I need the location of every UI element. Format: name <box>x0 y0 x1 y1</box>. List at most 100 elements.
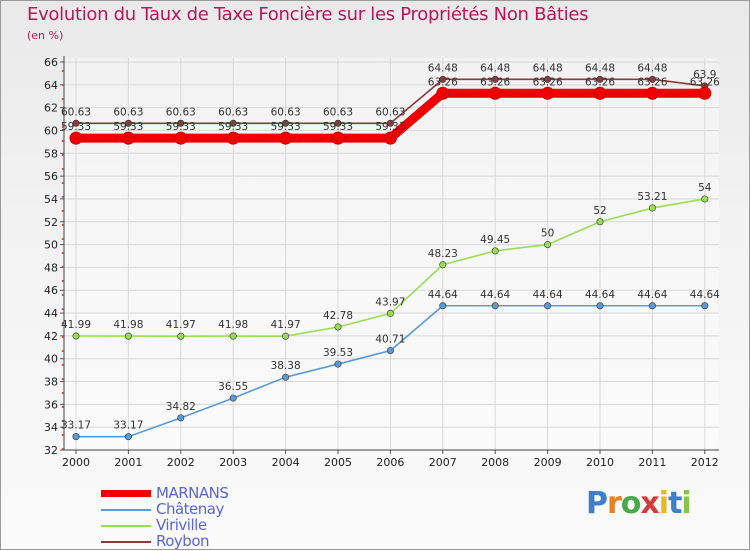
x-tick-label: 2007 <box>429 456 457 469</box>
data-label-marnans: 59.33 <box>113 121 143 133</box>
data-point-chatenay <box>544 302 552 310</box>
data-label-viriville: 43.97 <box>375 296 405 308</box>
data-label-chatenay: 44.64 <box>585 289 615 301</box>
legend-label-viriville: Viriville <box>156 516 207 534</box>
data-point-chatenay <box>491 302 499 310</box>
data-label-viriville: 54 <box>698 182 712 194</box>
x-tick-label: 2006 <box>376 456 404 469</box>
data-label-viriville: 48.23 <box>428 248 458 260</box>
data-label-marnans: 63.26 <box>428 76 458 88</box>
data-point-marnans <box>121 131 135 145</box>
data-point-viriville <box>596 218 604 226</box>
data-point-roybon <box>282 119 290 127</box>
data-label-marnans: 63.26 <box>585 76 615 88</box>
data-label-roybon: 64.48 <box>428 62 458 74</box>
data-label-chatenay: 44.64 <box>428 289 458 301</box>
y-tick-label: 66 <box>44 56 58 69</box>
data-label-marnans: 63.26 <box>480 76 510 88</box>
y-tick-label: 58 <box>44 147 58 160</box>
data-label-marnans: 59.33 <box>323 121 353 133</box>
data-point-viriville <box>386 309 394 317</box>
data-point-marnans <box>698 86 712 100</box>
logo-letter: o <box>620 486 642 521</box>
data-label-marnans: 59.33 <box>166 121 196 133</box>
logo-letter: i <box>658 486 669 521</box>
data-label-roybon: 64.48 <box>480 62 510 74</box>
chart-title: Evolution du Taux de Taxe Foncière sur l… <box>27 4 589 25</box>
data-point-viriville <box>334 323 342 331</box>
data-point-chatenay <box>648 302 656 310</box>
y-tick-label: 60 <box>44 124 58 137</box>
data-label-chatenay: 40.71 <box>375 334 405 346</box>
proxiti-logo: Proxiti <box>586 486 692 521</box>
y-tick-label: 34 <box>44 421 58 434</box>
data-point-viriville <box>124 332 132 340</box>
data-point-viriville <box>72 332 80 340</box>
y-tick-label: 50 <box>44 239 58 252</box>
data-point-marnans <box>436 86 450 100</box>
data-label-viriville: 41.98 <box>218 319 248 331</box>
data-label-chatenay: 44.64 <box>533 289 563 301</box>
x-tick-label: 2005 <box>324 456 352 469</box>
data-label-marnans: 59.33 <box>61 121 91 133</box>
legend-swatch-marnans <box>101 490 151 497</box>
y-tick-label: 52 <box>44 216 58 229</box>
y-tick-label: 32 <box>44 444 58 457</box>
logo-letter: i <box>681 486 691 521</box>
data-label-viriville: 41.98 <box>113 319 143 331</box>
y-tick-label: 48 <box>44 261 58 274</box>
data-label-viriville: 53.21 <box>637 191 667 203</box>
data-point-chatenay <box>177 414 185 422</box>
data-point-chatenay <box>334 360 342 368</box>
y-tick-label: 44 <box>44 307 58 320</box>
data-label-roybon: 60.63 <box>375 106 405 118</box>
data-label-roybon: 60.63 <box>61 106 91 118</box>
data-point-roybon <box>491 75 499 83</box>
data-label-chatenay: 44.64 <box>480 289 510 301</box>
data-label-chatenay: 44.64 <box>637 289 667 301</box>
data-point-marnans <box>383 131 397 145</box>
data-label-roybon: 60.63 <box>166 106 196 118</box>
data-point-marnans <box>331 131 345 145</box>
data-label-roybon: 60.63 <box>271 106 301 118</box>
logo-letter: r <box>607 486 622 521</box>
data-point-roybon <box>386 119 394 127</box>
x-tick-label: 2002 <box>167 456 195 469</box>
legend-item-chatenay: Châtenay <box>101 501 321 517</box>
data-point-chatenay <box>596 302 604 310</box>
legend-item-roybon: Roybon <box>101 533 321 549</box>
data-point-roybon <box>334 119 342 127</box>
data-point-viriville <box>648 204 656 212</box>
data-point-roybon <box>124 119 132 127</box>
data-point-chatenay <box>439 302 447 310</box>
x-tick-label: 2008 <box>481 456 509 469</box>
x-tick-label: 2000 <box>62 456 90 469</box>
data-label-marnans: 63.26 <box>690 76 720 88</box>
data-label-roybon: 60.63 <box>323 106 353 118</box>
data-point-marnans <box>226 131 240 145</box>
data-point-marnans <box>69 131 83 145</box>
y-tick-label: 42 <box>44 330 58 343</box>
data-label-chatenay: 36.55 <box>218 381 248 393</box>
chart-legend: MARNANS Châtenay Viriville Roybon <box>101 485 321 549</box>
legend-swatch-viriville <box>101 525 151 527</box>
data-point-viriville <box>491 247 499 255</box>
data-label-viriville: 42.78 <box>323 310 353 322</box>
data-label-marnans: 63.26 <box>533 76 563 88</box>
data-label-chatenay: 33.17 <box>61 420 91 432</box>
legend-item-marnans: MARNANS <box>101 485 321 501</box>
data-point-roybon <box>544 75 552 83</box>
data-label-chatenay: 39.53 <box>323 347 353 359</box>
logo-letter: t <box>668 486 682 521</box>
data-label-roybon: 60.63 <box>218 106 248 118</box>
x-tick-label: 2003 <box>219 456 247 469</box>
data-label-viriville: 52 <box>593 205 606 217</box>
y-tick-label: 54 <box>44 193 58 206</box>
data-label-chatenay: 33.17 <box>113 420 143 432</box>
data-point-roybon <box>72 119 80 127</box>
logo-letter: x <box>640 486 659 521</box>
data-point-chatenay <box>282 373 290 381</box>
data-label-viriville: 49.45 <box>480 234 510 246</box>
